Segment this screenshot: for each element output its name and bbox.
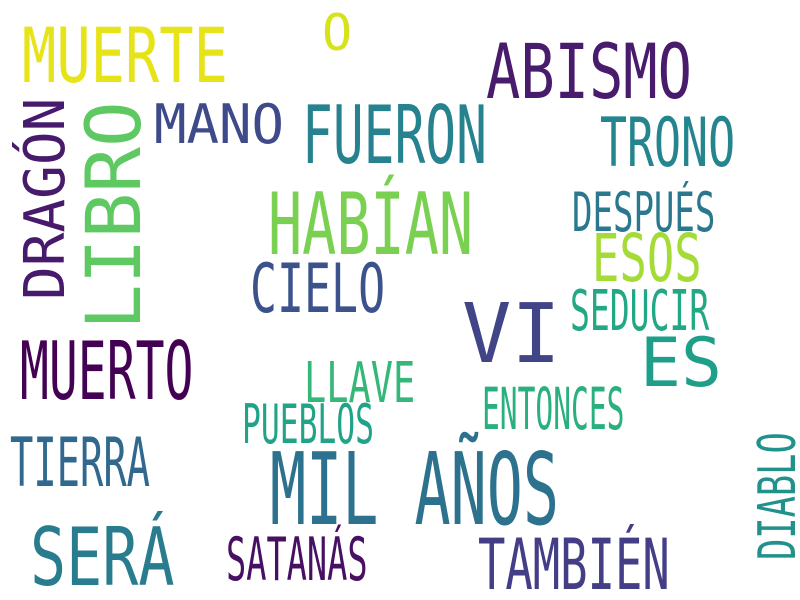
word-seducir: SEDUCIR: [570, 279, 710, 344]
word-trono: TRONO: [600, 104, 736, 183]
word-sera: SERÁ: [30, 511, 175, 600]
word-llave: LLAVE: [304, 351, 416, 416]
word-tambien: TAMBIÉN: [478, 524, 670, 600]
word-o: O: [322, 4, 353, 62]
word-habian: HABÍAN: [268, 175, 474, 275]
word-vi: VI: [462, 287, 561, 382]
word-libro: LIBRO: [69, 101, 158, 330]
word-diablo: DIABLO: [748, 432, 800, 560]
word-muerto: MUERTO: [20, 325, 194, 418]
word-dragon: DRAGÓN: [13, 97, 78, 300]
word-abismo: ABISMO: [486, 27, 692, 116]
word-es: ES: [640, 324, 722, 403]
word-entonces: ENTONCES: [482, 375, 625, 443]
word-mano: MANO: [154, 93, 285, 156]
word-satanas: SATANÁS: [226, 525, 368, 595]
word-despues: DESPUÉS: [572, 181, 716, 244]
word-mil-anos: MIL AÑOS: [270, 431, 559, 548]
word-cielo: CIELO: [250, 250, 386, 329]
word-fueron: FUERON: [302, 89, 487, 182]
word-muerte: MUERTE: [22, 11, 228, 100]
word-esos: ESOS: [592, 220, 702, 297]
word-pueblos: PUEBLOS: [242, 393, 374, 456]
word-tierra: TIERRA: [10, 424, 151, 503]
